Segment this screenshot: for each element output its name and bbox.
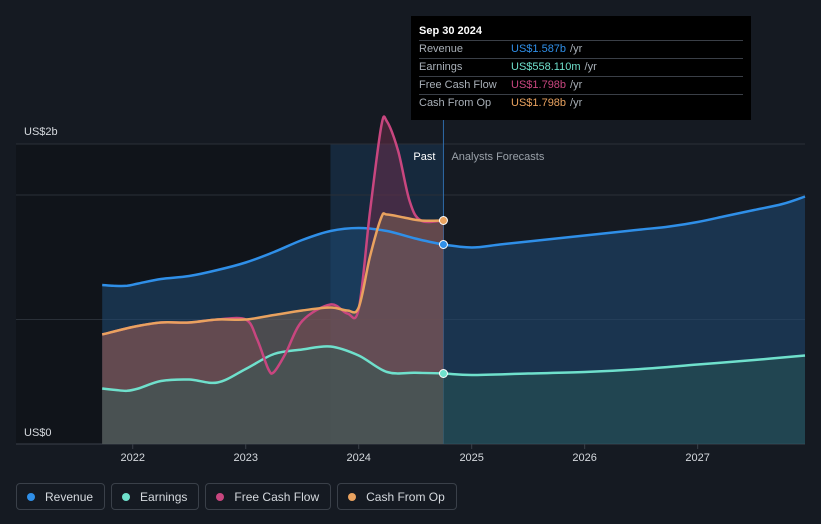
tooltip-label: Cash From Op bbox=[419, 97, 492, 109]
tooltip-unit: /yr bbox=[570, 79, 583, 91]
revenue-dot-icon bbox=[27, 492, 35, 501]
tooltip-unit: /yr bbox=[570, 43, 583, 55]
earnings-line bbox=[102, 345, 806, 393]
legend-item-revenue[interactable]: Revenue bbox=[16, 483, 106, 510]
cash-from-op-marker bbox=[438, 216, 448, 225]
tooltip-value: US$558.110m bbox=[511, 61, 581, 73]
legend-label: Earnings bbox=[140, 489, 188, 504]
revenue-marker bbox=[438, 240, 448, 249]
tooltip-label: Free Cash Flow bbox=[419, 79, 497, 91]
revenue-area bbox=[102, 196, 805, 444]
earnings-dot-icon bbox=[122, 492, 131, 501]
cash-from-op-line bbox=[101, 212, 444, 336]
legend-label: Cash From Op bbox=[366, 489, 445, 504]
free-cash-flow-dot-icon bbox=[216, 492, 225, 501]
y-axis-top-label: US$2b bbox=[24, 126, 58, 138]
forecast-label: Analysts Forecasts bbox=[451, 151, 544, 163]
chart-legend: Revenue Earnings Free Cash Flow Cash Fro… bbox=[16, 483, 457, 510]
y-axis-bottom-label: US$0 bbox=[24, 427, 52, 439]
legend-label: Free Cash Flow bbox=[234, 489, 320, 504]
x-tick-label: 2024 bbox=[346, 452, 370, 464]
revenue-line bbox=[102, 195, 806, 288]
tooltip-value: US$1.798b bbox=[511, 79, 567, 91]
x-tick-label: 2022 bbox=[120, 452, 144, 464]
tooltip-label: Earnings bbox=[419, 61, 463, 73]
cash-from-op-area bbox=[102, 213, 444, 444]
x-tick-label: 2027 bbox=[685, 452, 709, 464]
legend-item-free-cash-flow[interactable]: Free Cash Flow bbox=[205, 483, 332, 510]
legend-item-earnings[interactable]: Earnings bbox=[111, 483, 200, 510]
tooltip-unit: /yr bbox=[570, 97, 583, 109]
past-label: Past bbox=[413, 151, 435, 163]
legend-item-cash-from-op[interactable]: Cash From Op bbox=[337, 483, 457, 510]
x-tick-label: 2023 bbox=[233, 452, 257, 464]
free-cash-flow-area bbox=[102, 116, 444, 444]
tooltip-value: US$1.587b bbox=[511, 43, 567, 55]
earnings-marker bbox=[438, 369, 448, 378]
x-tick-label: 2026 bbox=[572, 452, 596, 464]
tooltip-row-free-cash-flow: Free Cash Flow US$1.798b /yr bbox=[419, 76, 743, 94]
tooltip-date: Sep 30 2024 bbox=[419, 25, 482, 37]
x-tick-label: 2025 bbox=[459, 452, 483, 464]
tooltip-row-earnings: Earnings US$558.110m /yr bbox=[419, 58, 743, 76]
tooltip-value: US$1.798b bbox=[511, 97, 567, 109]
tooltip-row-cash-from-op: Cash From Op US$1.798b /yr bbox=[419, 94, 743, 112]
legend-label: Revenue bbox=[45, 489, 94, 504]
cash-from-op-dot-icon bbox=[348, 492, 357, 501]
tooltip-row-revenue: Revenue US$1.587b /yr bbox=[419, 40, 743, 58]
tooltip-label: Revenue bbox=[419, 43, 464, 55]
hover-tooltip: Sep 30 2024 Revenue US$1.587b /yr Earnin… bbox=[411, 16, 751, 120]
tooltip-unit: /yr bbox=[584, 61, 597, 73]
